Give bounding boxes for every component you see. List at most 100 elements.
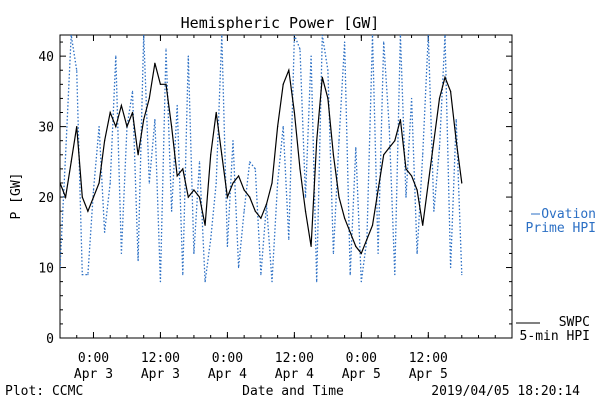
swpc-hpi-point (120, 104, 122, 107)
legend-ovation-label-line2: Prime HPI (526, 221, 596, 236)
ovation-prime-line (60, 35, 463, 282)
swpc-hpi-point (126, 126, 128, 128)
ovation-prime-point (92, 189, 95, 191)
swpc-hpi-point (254, 210, 256, 212)
x-tick-label-date: Apr 5 (409, 367, 448, 382)
swpc-hpi-point (70, 161, 72, 163)
swpc-hpi-point (321, 76, 323, 78)
ovation-prime-point (360, 281, 362, 283)
swpc-hpi-point (87, 210, 89, 212)
ovation-prime-point (98, 126, 100, 128)
swpc-hpi-point (198, 196, 201, 198)
swpc-hpi-point (310, 245, 312, 247)
ovation-prime-point (260, 273, 262, 276)
ovation-prime-point (299, 48, 301, 50)
ovation-prime-point (187, 55, 189, 57)
ovation-prime-point (293, 35, 295, 36)
swpc-hpi-point (304, 210, 307, 212)
ovation-prime-point (461, 273, 463, 276)
legend-ovation-label-line1: Ovation (541, 207, 596, 222)
swpc-hpi-point (349, 231, 351, 233)
swpc-hpi-point (271, 182, 273, 184)
x-tick-label-date: Apr 3 (141, 367, 180, 382)
swpc-hpi-point (148, 97, 150, 100)
ovation-prime-point (131, 90, 134, 92)
swpc-hpi-point (98, 182, 100, 184)
ovation-prime-point (193, 252, 195, 255)
y-tick-label: 20 (38, 191, 54, 206)
swpc-hpi-point (143, 118, 145, 121)
ovation-prime-point (450, 266, 452, 269)
swpc-hpi-point (455, 140, 457, 142)
swpc-hpi-point (316, 140, 318, 142)
swpc-hpi-point (371, 224, 374, 226)
swpc-hpi-point (260, 217, 262, 219)
ovation-prime-point (399, 35, 401, 36)
swpc-hpi-point (416, 189, 418, 191)
ovation-prime-point (416, 252, 418, 255)
swpc-hpi-point (388, 147, 390, 149)
swpc-hpi-point (159, 83, 162, 85)
x-tick-label-time: 12:00 (409, 351, 448, 366)
ovation-prime-point (81, 273, 83, 276)
ovation-prime-point (60, 266, 61, 269)
y-tick-label: 40 (38, 50, 54, 65)
plot-frame (59, 34, 513, 339)
x-tick-label-date: Apr 3 (74, 367, 113, 382)
swpc-hpi-point (165, 83, 167, 85)
ovation-prime-point (327, 69, 329, 71)
ovation-prime-point (444, 35, 446, 36)
swpc-hpi-point (399, 118, 401, 121)
x-tick-label-time: 12:00 (141, 351, 180, 366)
swpc-hpi-point (154, 62, 156, 64)
ovation-prime-point (115, 55, 117, 57)
ovation-prime-point (388, 126, 390, 128)
footer-timestamp: 2019/04/05 18:20:14 (431, 384, 580, 399)
ovation-prime-point (282, 126, 284, 128)
swpc-hpi-point (131, 111, 134, 114)
ovation-prime-point (120, 252, 122, 255)
swpc-hpi-point (232, 182, 234, 184)
ovation-prime-point (159, 281, 162, 283)
swpc-hpi-point (115, 126, 117, 128)
swpc-hpi-point (332, 154, 335, 156)
swpc-hpi-point (405, 168, 407, 170)
swpc-hpi-point (81, 196, 83, 198)
swpc-hpi-point (277, 126, 279, 128)
ovation-prime-point (343, 41, 346, 43)
ovation-prime-point (355, 147, 357, 149)
swpc-hpi-point (366, 238, 368, 240)
ovation-prime-point (215, 182, 217, 184)
series-group (60, 35, 463, 283)
legend-swpc-label-line1: SWPC (559, 315, 590, 330)
ovation-prime-point (455, 118, 457, 121)
swpc-hpi-point (109, 111, 111, 114)
y-tick-label: 10 (38, 262, 54, 277)
swpc-hpi-point (137, 154, 139, 156)
x-tick-label-time: 0:00 (78, 351, 109, 366)
ovation-prime-point (204, 281, 206, 283)
swpc-hpi-point (265, 203, 268, 205)
ovation-prime-point (254, 168, 256, 170)
ovation-prime-point (394, 273, 396, 276)
swpc-hpi-point (438, 97, 441, 100)
swpc-hpi-point (293, 111, 295, 114)
swpc-hpi-point (394, 140, 396, 142)
ovation-prime-point (182, 273, 184, 276)
swpc-hpi-point (360, 252, 362, 255)
y-tick-label: 30 (38, 121, 54, 136)
ovation-prime-point (154, 118, 156, 121)
swpc-hpi-point (182, 168, 184, 170)
swpc-hpi-point (327, 97, 329, 100)
swpc-hpi-point (444, 76, 446, 78)
ovation-prime-point (87, 273, 89, 276)
swpc-hpi-point (433, 140, 435, 142)
ovation-prime-point (76, 69, 78, 71)
swpc-hpi-point (104, 140, 106, 142)
swpc-hpi-point (187, 196, 189, 198)
ovation-prime-point (304, 196, 307, 198)
swpc-hpi-point (60, 182, 61, 184)
ovation-prime-point (427, 35, 429, 36)
